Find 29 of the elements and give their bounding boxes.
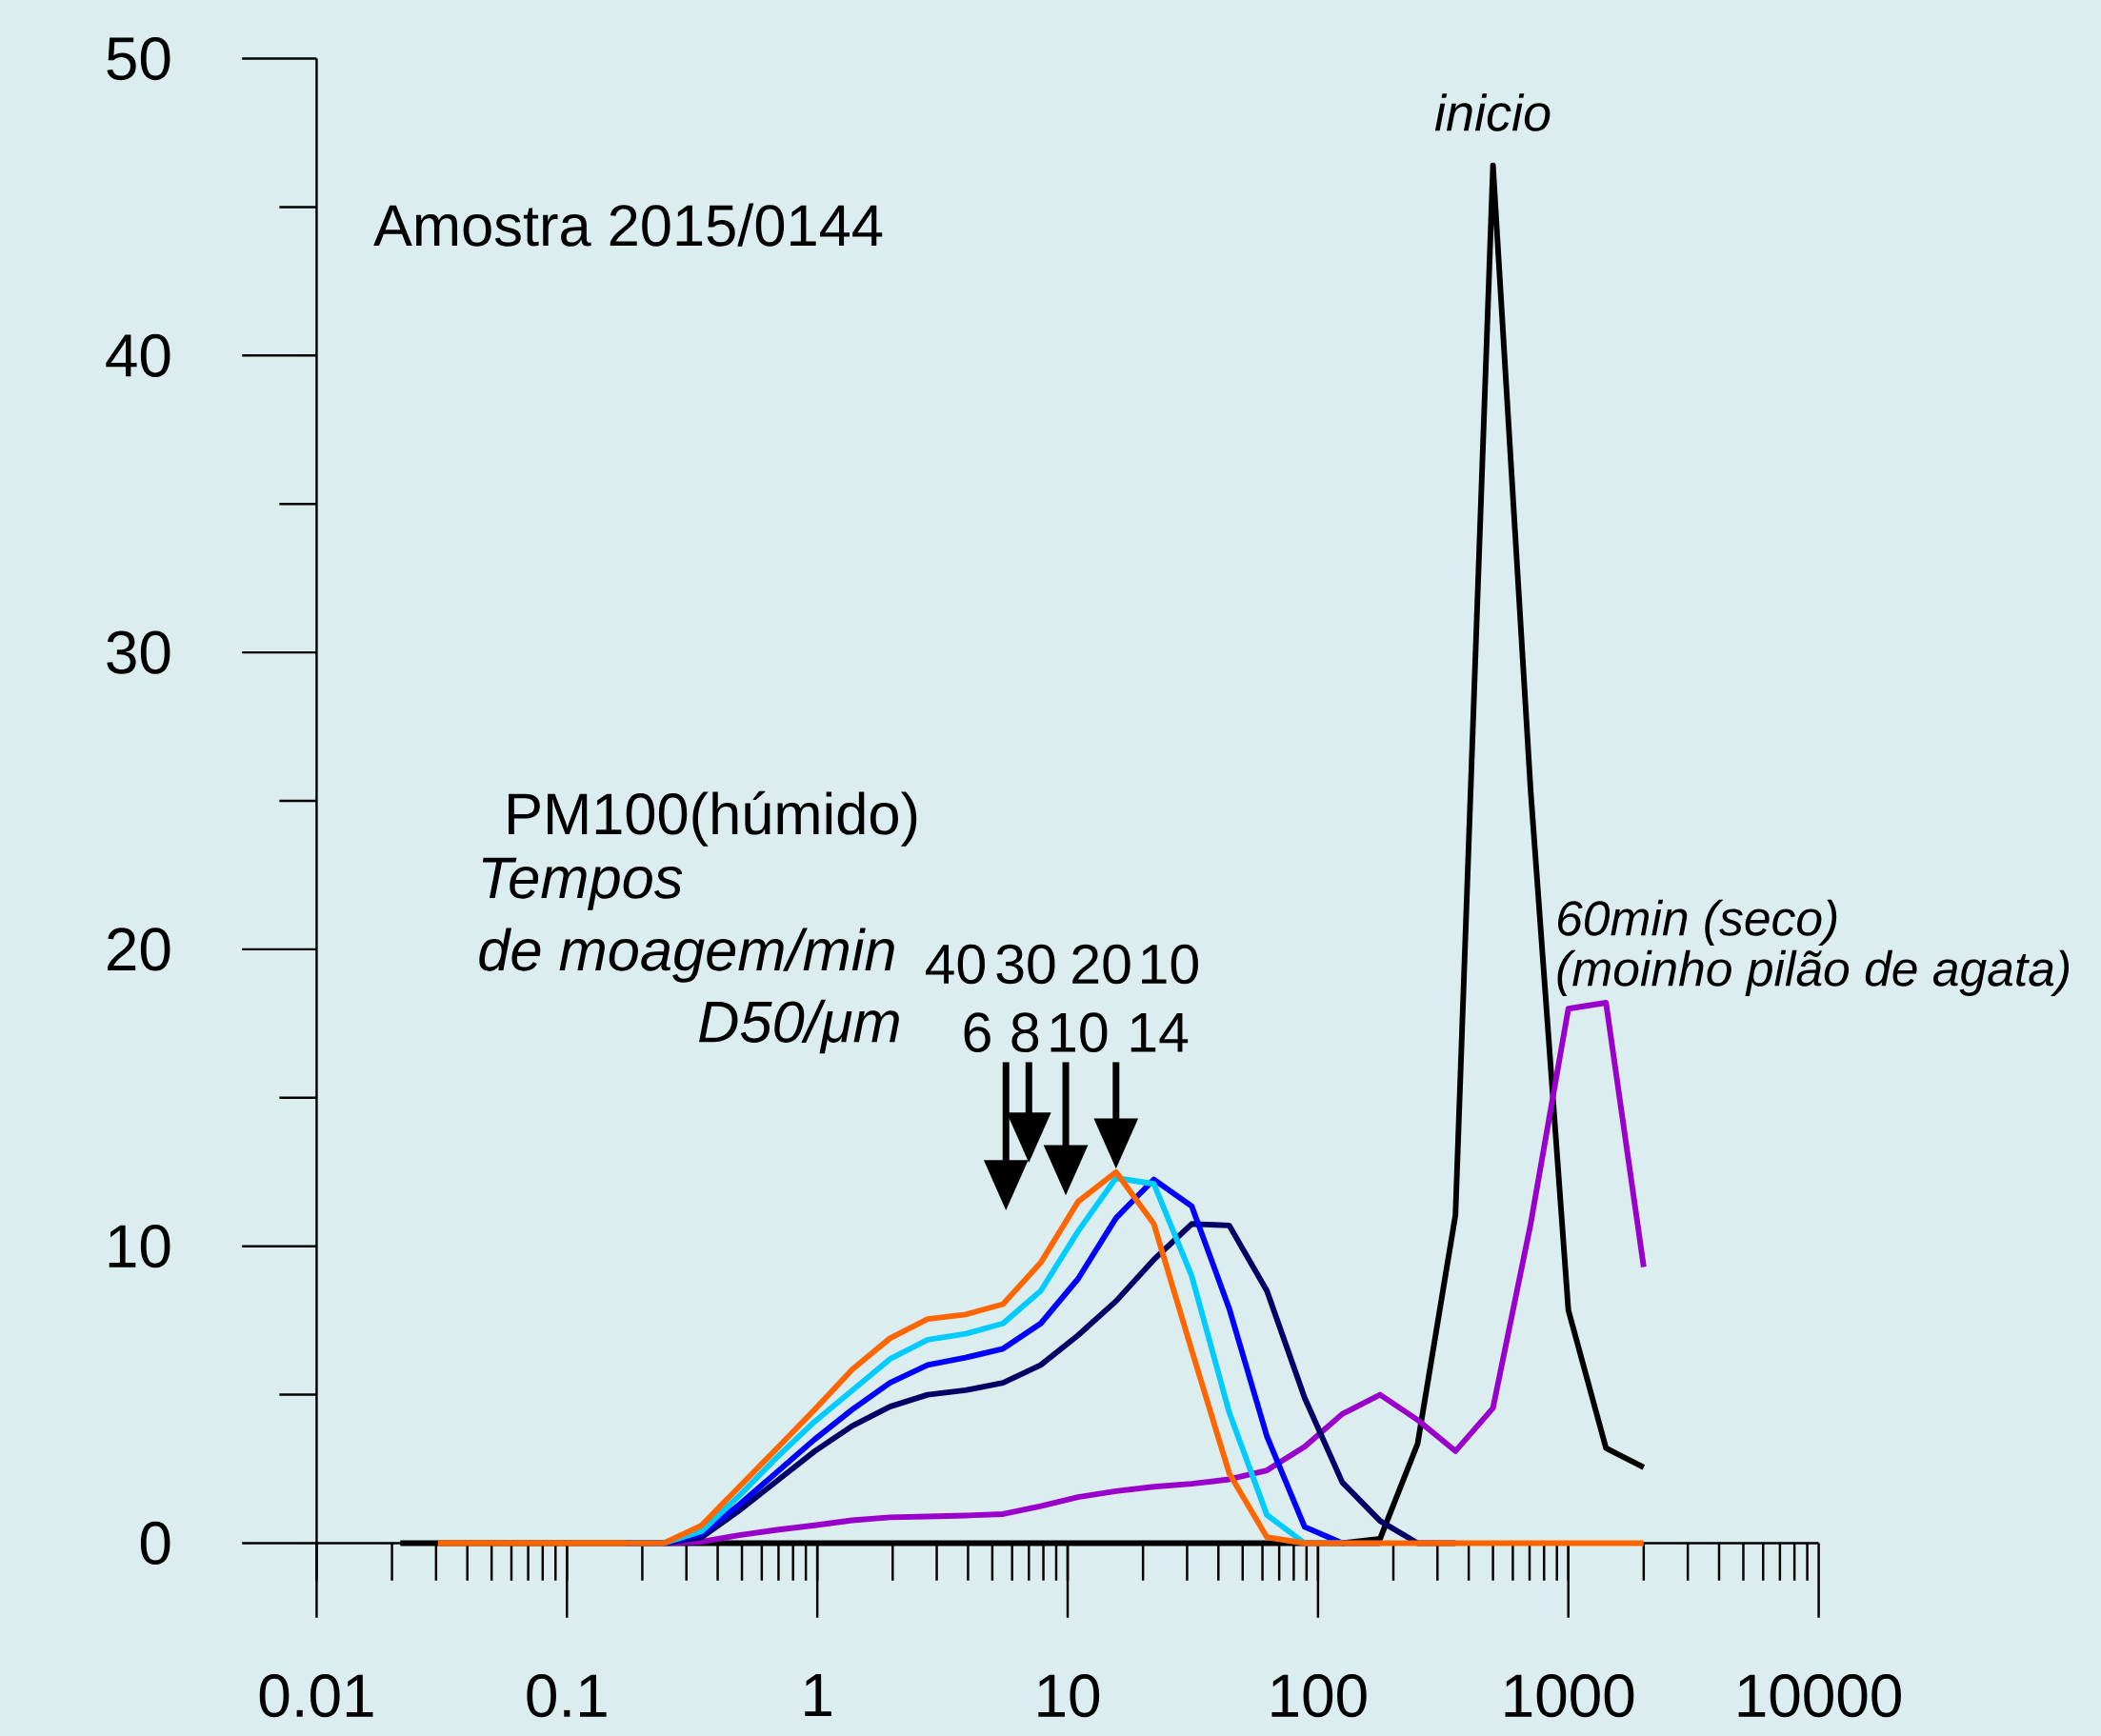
annotation: 40 (926, 944, 985, 985)
annotation: 6 (964, 1012, 990, 1052)
annotation: de moagem/min (479, 928, 894, 983)
annotation: 20 (1072, 944, 1131, 985)
y-tick-label: 10 (109, 1224, 170, 1268)
x-tick-label: 0.1 (527, 1673, 607, 1718)
annotation: PM100(húmido) (509, 790, 917, 847)
annotation: 10 (1142, 944, 1198, 985)
x-tick-label: 0.01 (259, 1673, 373, 1718)
x-tick-label: 100 (1271, 1673, 1367, 1718)
annotation: 60min (seco) (1558, 899, 1837, 946)
y-tick-label: 40 (106, 333, 170, 377)
annotation: 10 (1050, 1012, 1108, 1052)
annotation: D50/μm (699, 999, 899, 1054)
annotation: (moinho pilão de agata) (1557, 949, 2070, 996)
x-tick-label: 10000 (1738, 1673, 1901, 1718)
y-tick-label: 20 (108, 928, 170, 971)
annotation: 14 (1131, 1012, 1189, 1052)
series-label: inicio (1434, 93, 1551, 131)
x-tick-label: 1 (805, 1674, 831, 1716)
y-tick-label: 50 (107, 36, 170, 81)
annotation: Amostra 2015/0144 (373, 203, 883, 247)
y-tick-label: 30 (107, 630, 170, 674)
x-tick-label: 1000 (1505, 1673, 1634, 1718)
x-tick-label: 10 (1038, 1673, 1100, 1718)
annotation: 8 (1011, 1012, 1039, 1052)
annotation: 30 (996, 944, 1055, 985)
y-tick-label: 0 (140, 1521, 170, 1565)
annotation: Tempos (482, 857, 683, 910)
